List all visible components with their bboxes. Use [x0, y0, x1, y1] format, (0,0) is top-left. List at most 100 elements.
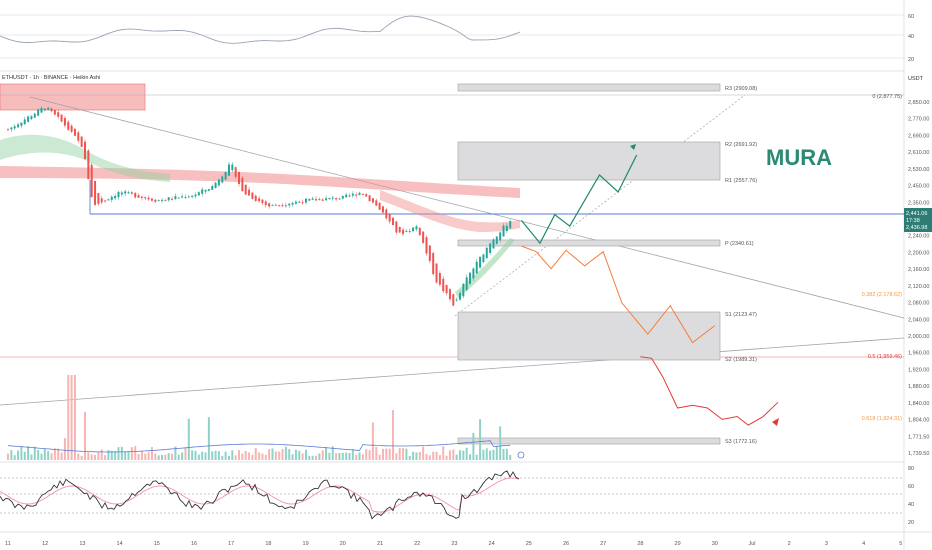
candle-body: [435, 263, 438, 283]
rsi-panel: [0, 470, 904, 520]
dotted-projection-line[interactable]: [454, 94, 746, 317]
volume-bar: [294, 449, 297, 460]
rsi-axis: 80 60 40 20: [908, 466, 914, 526]
volume-bar: [479, 419, 482, 460]
ascending-trendline[interactable]: [0, 337, 905, 406]
candle-body: [402, 229, 405, 235]
candle-body: [428, 245, 431, 261]
volume-bar: [268, 449, 271, 460]
candle-body: [40, 107, 43, 113]
fib-05-label: 0.5 (1,959.46): [868, 354, 902, 360]
price-axis-tick: 1,739.50: [908, 451, 929, 457]
candle-body: [465, 277, 468, 291]
supply-zone-box[interactable]: [0, 83, 146, 111]
r3-label: R3 (2909.08): [725, 86, 757, 92]
candle-body: [492, 239, 495, 249]
price-axis-tick: 2,850.00: [908, 100, 929, 106]
candle-body: [50, 108, 53, 112]
volume-bar: [13, 455, 16, 460]
volume-bar: [234, 455, 237, 460]
volume-bar: [60, 452, 63, 460]
candle-body: [147, 197, 150, 200]
p-label: P (2340.61): [725, 241, 754, 247]
volume-bar: [144, 453, 147, 460]
volume-bar: [157, 455, 160, 460]
volume-bar: [124, 451, 127, 460]
time-axis[interactable]: 11 12 13 14 15 16 17 18 19 20 21 22 23 24 25 26 27 28 29 30…: [5, 541, 902, 547]
time-axis-tick: 23: [451, 541, 457, 547]
bearish-projection-path[interactable]: [521, 245, 716, 344]
candle-body: [304, 198, 307, 203]
price-axis-tick: 2,200.00: [908, 250, 929, 256]
time-axis-tick: Jul: [748, 541, 755, 547]
descending-trendline[interactable]: [29, 96, 905, 319]
candle-body: [432, 253, 435, 275]
time-axis-tick: 29: [675, 541, 681, 547]
candle-body: [70, 125, 73, 132]
volume-bar: [495, 446, 498, 460]
candle-body: [261, 199, 264, 204]
price-axis[interactable]: 2,850.00 2,770.00 2,690.00 2,610.00 2,530.00…: [908, 100, 929, 457]
volume-bar: [348, 453, 351, 460]
volume-bar: [254, 447, 257, 460]
candle-body: [87, 150, 90, 180]
time-axis-tick: 2: [788, 541, 791, 547]
candle-body: [258, 198, 261, 202]
volume-bar: [351, 449, 354, 460]
volume-indicator-dot[interactable]: [517, 451, 525, 459]
volume-bar: [472, 432, 475, 460]
volume-bar: [227, 455, 230, 460]
candle-body: [458, 292, 461, 300]
volume-bar: [207, 417, 210, 460]
pivot-p-box[interactable]: [457, 239, 721, 247]
candle-body: [204, 189, 207, 192]
s1-s2-zone-box[interactable]: [457, 311, 721, 361]
candle-body: [271, 204, 274, 206]
volume-bar: [23, 451, 26, 460]
price-axis-tick: 2,350.00: [908, 200, 929, 206]
r3-pivot-box[interactable]: [457, 83, 721, 92]
rsi-tick: 20: [908, 520, 914, 526]
price-axis-tick: 2,240.00: [908, 234, 929, 240]
candle-body: [73, 128, 76, 136]
volume-bars: [7, 375, 512, 460]
price-axis-tick: 1,804.00: [908, 418, 929, 424]
symbol-label[interactable]: ETHUSDT · 1h · BINANCE · Heikin Ashi: [2, 75, 100, 81]
time-axis-tick: 26: [563, 541, 569, 547]
last-price-tag[interactable]: 2,441.06 17:38 2,436.98: [904, 208, 932, 232]
volume-bar: [174, 446, 177, 460]
volume-bar: [187, 418, 190, 460]
volume-bar: [505, 448, 508, 460]
deep-bearish-projection-path[interactable]: [640, 356, 779, 426]
candle-body: [351, 193, 354, 196]
candle-body: [328, 197, 331, 200]
volume-bar: [311, 455, 314, 460]
candle-body: [505, 225, 508, 232]
price-axis-tick: 2,530.00: [908, 167, 929, 173]
volume-bar: [50, 453, 53, 460]
candle-body: [77, 132, 80, 141]
bullish-projection-path[interactable]: [520, 154, 638, 245]
volume-bar: [338, 452, 341, 460]
top-osc-tick: 20: [908, 57, 914, 63]
candle-body: [194, 194, 197, 197]
fib-0382-label: 0.382 (2,178.62): [862, 292, 903, 298]
volume-bar: [80, 455, 83, 460]
s3-pivot-box[interactable]: [457, 437, 721, 445]
price-axis-tick: 2,080.00: [908, 301, 929, 307]
volume-bar: [361, 454, 364, 460]
candle-body: [412, 227, 415, 232]
volume-bar: [137, 453, 140, 460]
price-axis-tick: 2,160.00: [908, 267, 929, 273]
candle-body: [395, 221, 398, 233]
candle-body: [110, 196, 113, 200]
top-osc-tick: 60: [908, 14, 914, 20]
candle-body: [207, 189, 210, 191]
volume-bar: [57, 448, 60, 460]
r2-r1-zone-box[interactable]: [457, 141, 721, 181]
volume-bar: [418, 452, 421, 460]
price-axis-tick: 2,120.00: [908, 284, 929, 290]
candle-body: [60, 114, 63, 122]
candle-body: [482, 254, 485, 263]
